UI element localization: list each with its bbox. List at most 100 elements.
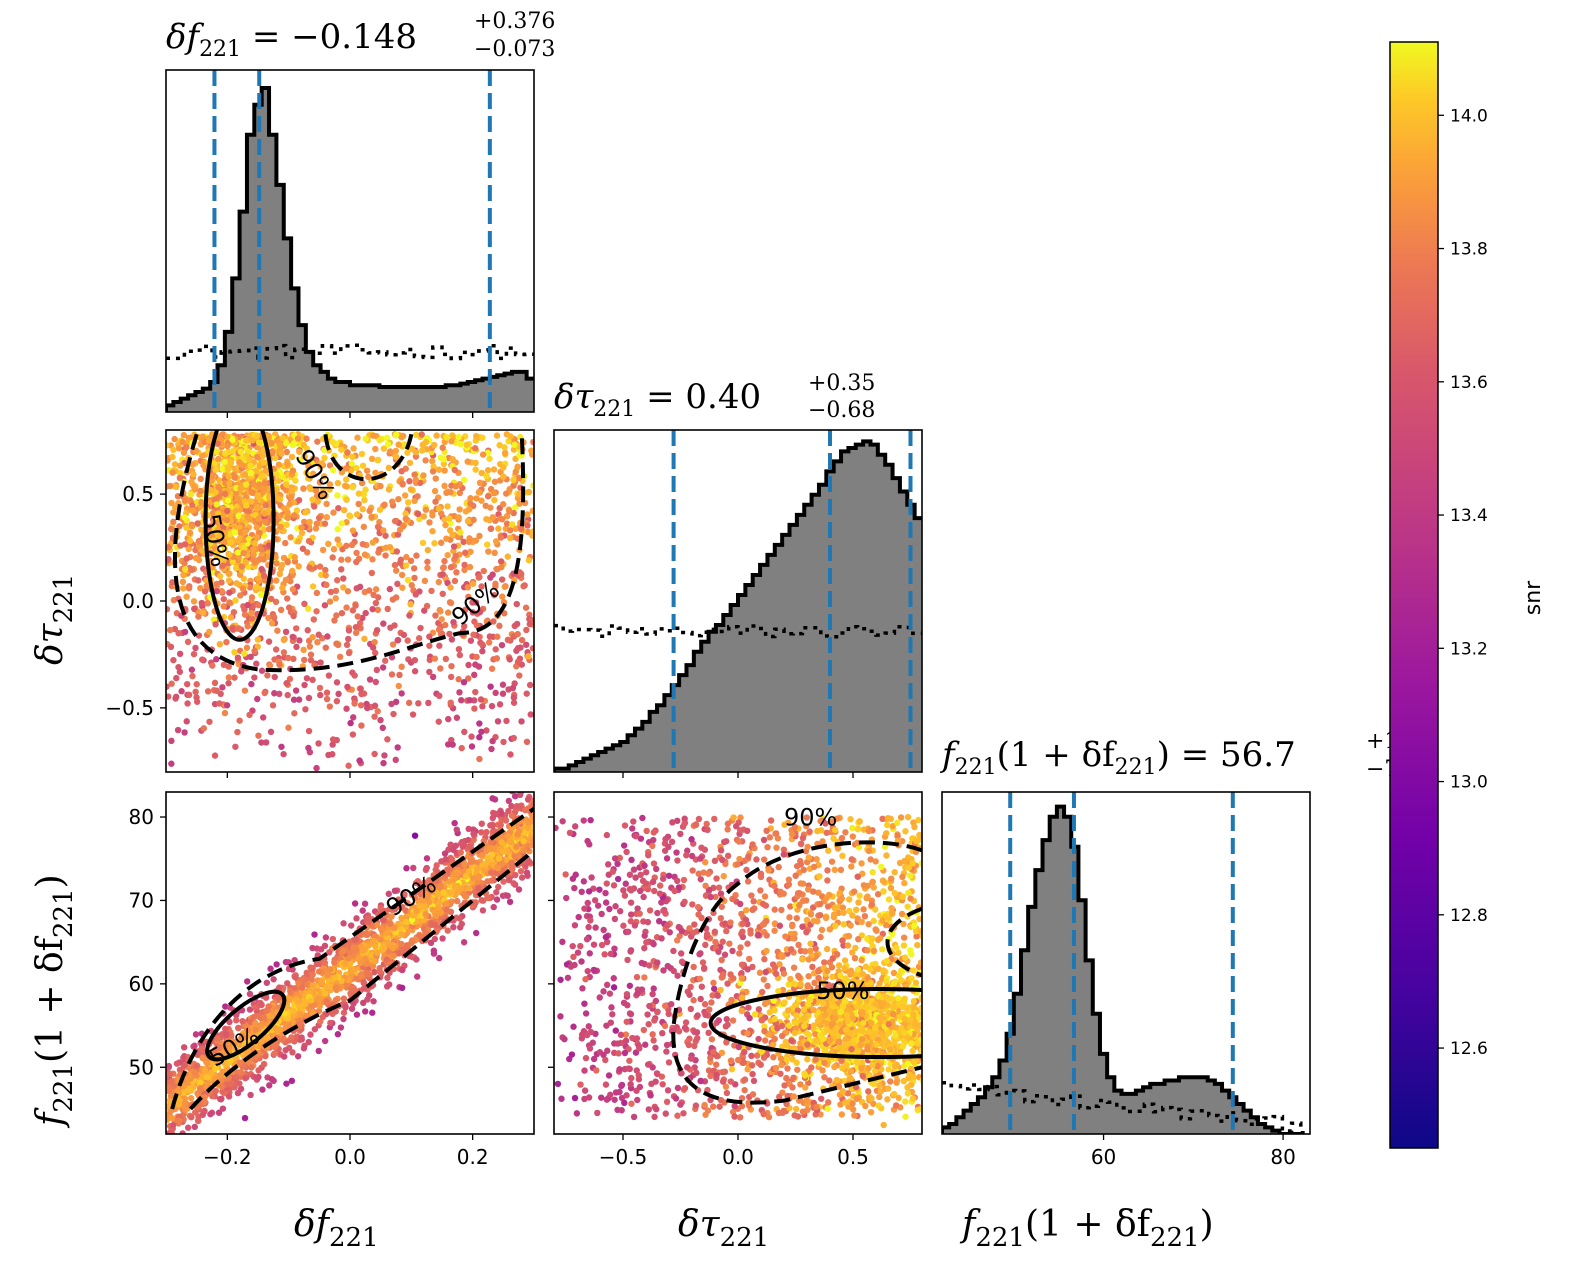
scatter-point	[360, 523, 368, 531]
scatter-point	[511, 441, 518, 449]
x-tick-label: 0.0	[334, 1145, 366, 1169]
scatter-point	[462, 549, 469, 556]
scatter-point	[350, 445, 357, 452]
scatter-point	[207, 1110, 214, 1118]
scatter-point	[411, 895, 419, 902]
scatter-point	[221, 709, 229, 717]
histogram-outline	[554, 439, 922, 772]
scatter-point	[466, 563, 474, 571]
scatter-point	[305, 537, 313, 545]
scatter-point	[493, 889, 500, 896]
scatter-point	[368, 569, 376, 577]
scatter-point	[431, 655, 439, 662]
scatter-point	[529, 645, 534, 652]
scatter-point	[288, 493, 295, 501]
scatter-point	[463, 441, 470, 448]
scatter-point	[291, 973, 299, 981]
scatter-point	[934, 1041, 940, 1047]
scatter-point	[223, 1031, 230, 1038]
scatter-point	[173, 1060, 181, 1067]
scatter-point	[254, 695, 261, 703]
scatter-point	[212, 1064, 219, 1072]
scatter-point	[190, 650, 198, 658]
scatter-point	[455, 676, 462, 683]
scatter-point	[450, 543, 458, 550]
scatter-point	[828, 964, 836, 971]
scatter-point	[439, 935, 446, 942]
scatter-point	[285, 996, 293, 1004]
scatter-point	[251, 539, 258, 547]
scatter-point	[291, 985, 299, 992]
scatter-point	[430, 950, 438, 957]
scatter-point	[184, 700, 191, 707]
scatter-point	[145, 515, 151, 521]
scatter-point	[515, 827, 523, 835]
scatter-point	[341, 960, 349, 967]
scatter-point	[203, 1059, 211, 1067]
scatter-point	[353, 464, 360, 472]
scatter-point	[225, 473, 232, 480]
scatter-point	[457, 849, 464, 856]
scatter-point	[276, 1026, 284, 1033]
scatter-point	[388, 671, 396, 678]
scatter-point	[173, 674, 180, 682]
scatter-point	[232, 564, 240, 572]
scatter-point	[309, 1009, 316, 1017]
scatter-point	[517, 644, 524, 651]
scatter-point	[347, 967, 355, 975]
scatter-point	[497, 534, 505, 541]
scatter-point	[232, 1038, 240, 1045]
scatter-point	[399, 931, 406, 938]
scatter-point	[361, 635, 368, 642]
scatter-point	[360, 985, 368, 992]
scatter-point	[315, 1047, 322, 1055]
scatter-point	[301, 600, 308, 608]
scatter-point	[171, 435, 178, 443]
scatter-point	[225, 497, 232, 504]
scatter-point	[357, 959, 364, 967]
scatter-point	[210, 537, 217, 544]
scatter-point	[711, 857, 719, 865]
contour-90	[170, 807, 534, 1110]
scatter-point	[484, 467, 492, 474]
scatter-point	[175, 1117, 183, 1124]
scatter-point	[659, 1081, 666, 1088]
scatter-point	[496, 622, 503, 630]
scatter-point	[278, 561, 286, 569]
scatter-point	[205, 437, 213, 445]
scatter-point	[468, 743, 476, 750]
scatter-point	[508, 839, 515, 846]
scatter-point	[469, 580, 477, 587]
scatter-point	[167, 1092, 175, 1100]
scatter-point	[399, 966, 406, 974]
scatter-point	[380, 620, 387, 627]
scatter-point	[380, 527, 387, 534]
scatter-point	[621, 892, 629, 899]
scatter-point	[429, 457, 436, 465]
scatter-point	[198, 499, 205, 506]
scatter-point	[206, 718, 213, 725]
scatter-point	[386, 448, 394, 455]
scatter-point	[303, 445, 311, 452]
scatter-point	[180, 431, 188, 439]
scatter-point	[416, 902, 423, 910]
scatter-point	[248, 680, 255, 688]
scatter-point	[330, 509, 337, 516]
scatter-point	[938, 996, 944, 1002]
scatter-point	[221, 545, 229, 552]
scatter-point	[447, 699, 454, 706]
scatter-point	[314, 498, 322, 505]
scatter-point	[340, 1015, 347, 1023]
scatter-point	[251, 647, 258, 655]
scatter-point	[500, 878, 507, 885]
scatter-point	[294, 998, 301, 1005]
scatter-point	[468, 733, 475, 740]
scatter-point	[467, 858, 475, 865]
scatter-point	[805, 972, 812, 980]
scatter-point	[385, 939, 392, 947]
scatter-point	[268, 439, 275, 447]
scatter-point	[166, 605, 171, 613]
scatter-point	[261, 480, 269, 487]
scatter-point	[273, 560, 280, 567]
